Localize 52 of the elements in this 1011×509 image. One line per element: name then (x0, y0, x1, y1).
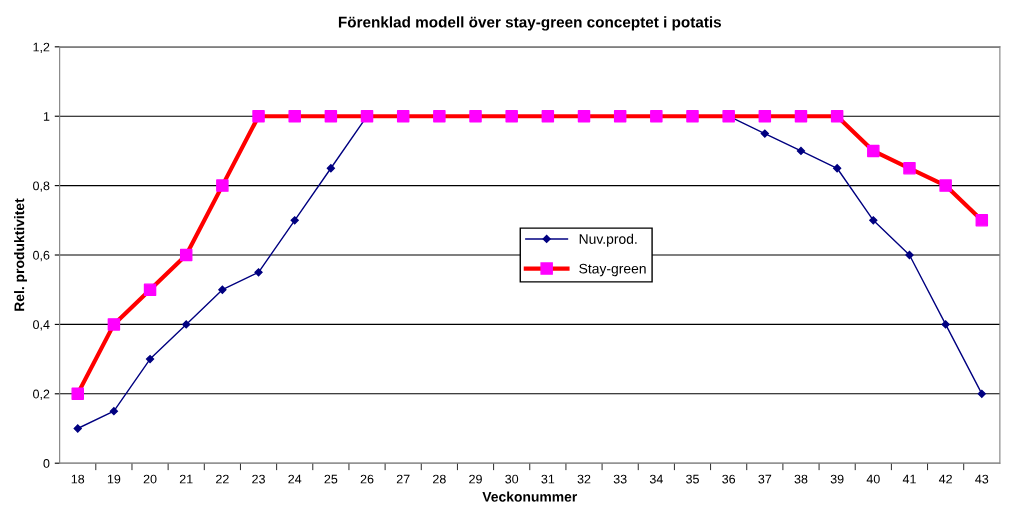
point (182, 320, 191, 329)
point (869, 216, 878, 225)
x-tick-label: 35 (686, 474, 699, 484)
x-tick-label: 39 (830, 474, 844, 484)
x-tick-label: 42 (938, 474, 952, 484)
x-tick-label: 18 (71, 474, 85, 484)
point (326, 164, 336, 173)
x-tick-label: 43 (975, 474, 989, 484)
x-tick-label: 33 (613, 474, 627, 484)
point (73, 424, 82, 433)
x-tick-label: 36 (722, 474, 736, 484)
x-tick-label: 34 (649, 474, 663, 484)
y-tick-label: 0,6 (33, 250, 50, 262)
x-tick-label: 23 (252, 474, 265, 484)
x-tick-label: 24 (288, 474, 302, 484)
x-tick-label: 41 (902, 474, 916, 484)
point (760, 129, 769, 138)
x-tick-label: 31 (541, 474, 555, 484)
x-tick-label: 37 (758, 474, 772, 484)
point (796, 146, 806, 156)
x-tick-label: 27 (396, 474, 410, 484)
y-axis-title: Rel. produktivitet (14, 198, 27, 311)
point (833, 164, 842, 173)
y-tick-label: 0 (43, 458, 50, 468)
x-tick-label: 28 (433, 474, 446, 484)
x-tick-label: 29 (469, 474, 482, 484)
point (145, 354, 155, 364)
point (218, 285, 227, 294)
x-axis-title: Veckonummer (482, 491, 578, 502)
x-tick-label: 40 (866, 474, 880, 484)
y-tick-label: 1 (43, 112, 50, 121)
x-tick-label: 19 (107, 474, 121, 484)
y-tick-label: 0,4 (33, 320, 50, 331)
point (254, 268, 263, 277)
legend-label: Nuv.prod. (579, 233, 637, 247)
x-tick-label: 20 (143, 474, 157, 484)
x-tick-label: 30 (505, 474, 519, 484)
x-tick-label: 22 (216, 474, 229, 484)
chart-title: Förenklad modell över stay-green conceptet i potatis (338, 16, 722, 31)
y-tick-label: 0,2 (33, 389, 50, 400)
y-tick-label: 1,2 (33, 42, 50, 53)
point (290, 216, 299, 225)
x-tick-label: 38 (794, 474, 808, 484)
x-tick-label: 25 (324, 474, 338, 484)
x-tick-label: 32 (577, 474, 591, 484)
point (977, 389, 986, 398)
point (109, 407, 119, 416)
x-tick-label: 26 (360, 474, 374, 484)
y-tick-label: 0,8 (33, 181, 50, 192)
point (941, 320, 950, 329)
x-tick-label: 21 (179, 474, 193, 484)
legend-label: Stay-green (579, 263, 646, 277)
